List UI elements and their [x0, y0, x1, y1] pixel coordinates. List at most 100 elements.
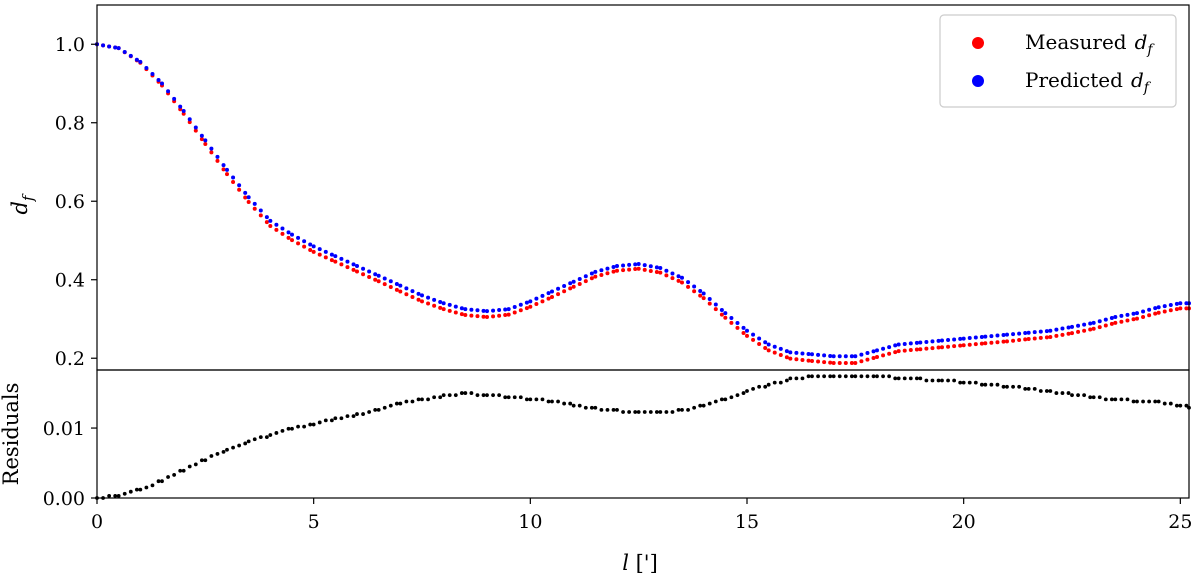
residual-point: [611, 407, 616, 412]
data-point: [778, 352, 783, 357]
residual-point: [122, 491, 127, 496]
y-tick-label: 0.01: [43, 418, 85, 440]
data-point: [605, 266, 610, 271]
data-point: [518, 308, 523, 313]
residual-point: [231, 445, 235, 450]
data-point: [1038, 335, 1043, 340]
data-point: [766, 348, 771, 353]
data-point: [995, 340, 1000, 345]
data-point: [243, 195, 248, 200]
data-point: [658, 265, 663, 270]
data-point: [388, 279, 393, 284]
data-point: [636, 262, 641, 267]
data-point: [772, 344, 777, 349]
data-point: [1141, 314, 1146, 319]
data-point: [583, 274, 588, 279]
data-point: [203, 138, 208, 143]
data-point: [1168, 303, 1173, 308]
data-point: [1005, 339, 1009, 344]
residual-point: [930, 378, 935, 383]
residual-point: [658, 410, 663, 414]
data-point: [1168, 308, 1173, 313]
data-point: [398, 283, 403, 288]
residual-point: [1109, 397, 1114, 402]
data-point: [311, 249, 316, 254]
data-point: [107, 44, 112, 49]
data-point: [534, 296, 539, 301]
data-point: [394, 282, 399, 287]
top-y-axis-label-main: d: [8, 201, 32, 214]
residual-point: [1023, 386, 1028, 391]
data-point: [1156, 310, 1161, 315]
data-point: [831, 360, 836, 365]
data-point: [160, 81, 164, 86]
data-point: [772, 350, 777, 355]
residual-point: [1070, 393, 1074, 398]
data-point: [193, 125, 198, 130]
data-point: [101, 43, 106, 48]
data-point: [621, 268, 626, 273]
data-point: [853, 354, 858, 359]
data-point: [686, 284, 691, 289]
residual-point: [438, 395, 443, 400]
data-point: [1147, 307, 1152, 312]
x-axis-label-unit: [']: [629, 551, 658, 575]
residual-point: [1156, 399, 1161, 404]
residual-point: [481, 393, 486, 398]
data-point: [577, 281, 582, 286]
residual-point: [556, 399, 560, 404]
data-point: [225, 172, 229, 177]
data-point: [1082, 328, 1087, 333]
data-point: [881, 346, 886, 351]
data-point: [447, 308, 452, 313]
data-point: [209, 150, 214, 155]
legend-label-var: d: [1131, 68, 1144, 92]
data-point: [426, 295, 431, 300]
data-point: [355, 263, 359, 268]
residual-point: [258, 435, 263, 440]
residual-point: [723, 397, 728, 402]
data-point: [664, 268, 669, 273]
residual-point: [463, 391, 468, 395]
residual-point: [589, 405, 594, 410]
residual-point: [459, 391, 464, 395]
data-point: [577, 276, 582, 281]
residual-point: [707, 401, 712, 406]
residual-point: [1103, 397, 1108, 402]
data-point: [1044, 335, 1049, 340]
residual-point: [1184, 403, 1189, 408]
data-point: [568, 286, 573, 291]
data-point: [627, 262, 632, 267]
residual-point: [246, 439, 251, 444]
data-point: [203, 141, 208, 146]
data-point: [593, 269, 598, 274]
residual-point: [952, 378, 957, 383]
data-point: [865, 350, 870, 355]
data-point: [843, 354, 848, 359]
residual-point: [172, 473, 177, 477]
residual-point: [648, 410, 653, 414]
residual-point: [816, 374, 820, 379]
residual-point: [113, 494, 118, 498]
residual-point: [1076, 393, 1080, 398]
residual-point: [116, 494, 121, 498]
data-point: [122, 50, 127, 55]
residual-point: [447, 393, 452, 398]
data-point: [339, 256, 344, 261]
data-point: [642, 267, 647, 272]
data-point: [853, 360, 858, 365]
residual-point: [751, 386, 755, 391]
data-point: [398, 289, 403, 294]
data-point: [215, 158, 220, 163]
legend-label-sub: f: [1146, 42, 1155, 58]
data-point: [946, 338, 951, 343]
data-point: [1032, 330, 1037, 335]
data-point: [156, 78, 161, 83]
data-point: [485, 315, 489, 320]
residual-point: [138, 487, 143, 492]
residual-point: [550, 399, 554, 404]
residual-point: [524, 397, 529, 402]
residual-point: [296, 424, 300, 429]
data-point: [1162, 304, 1167, 309]
